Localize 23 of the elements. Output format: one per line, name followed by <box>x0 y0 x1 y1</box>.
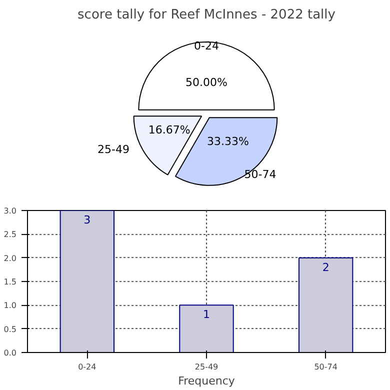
data-label: 16.67% <box>148 123 190 136</box>
bar <box>60 210 115 352</box>
y-tick-label: 3.0 <box>4 206 17 216</box>
y-tick-label: 1.5 <box>4 278 17 286</box>
x-tick-label: 50-74 <box>314 362 338 372</box>
x-axis-title: Frequency <box>178 374 236 388</box>
y-tick-label: 1.0 <box>4 301 17 310</box>
slice-label: 25-49 <box>98 142 130 156</box>
chart-title: score tally for Reef McInnes - 2022 tally <box>78 8 336 22</box>
data-label: 2 <box>322 260 330 274</box>
y-tick-label: 2.5 <box>4 230 17 240</box>
x-tick-label: 0-24 <box>78 362 96 372</box>
bar <box>298 257 354 352</box>
y-tick-label: 2.0 <box>4 254 17 263</box>
y-tick-label: 0.5 <box>4 324 17 334</box>
slice-label: 50-74 <box>244 168 276 182</box>
data-label: 50.00% <box>186 76 228 89</box>
y-tick-label: 0.0 <box>4 348 17 358</box>
data-label: 3 <box>84 214 91 226</box>
x-tick-label: 25-49 <box>194 362 218 372</box>
bar <box>179 304 234 352</box>
data-label: 33.33% <box>207 134 249 148</box>
data-label: 1 <box>203 308 210 322</box>
